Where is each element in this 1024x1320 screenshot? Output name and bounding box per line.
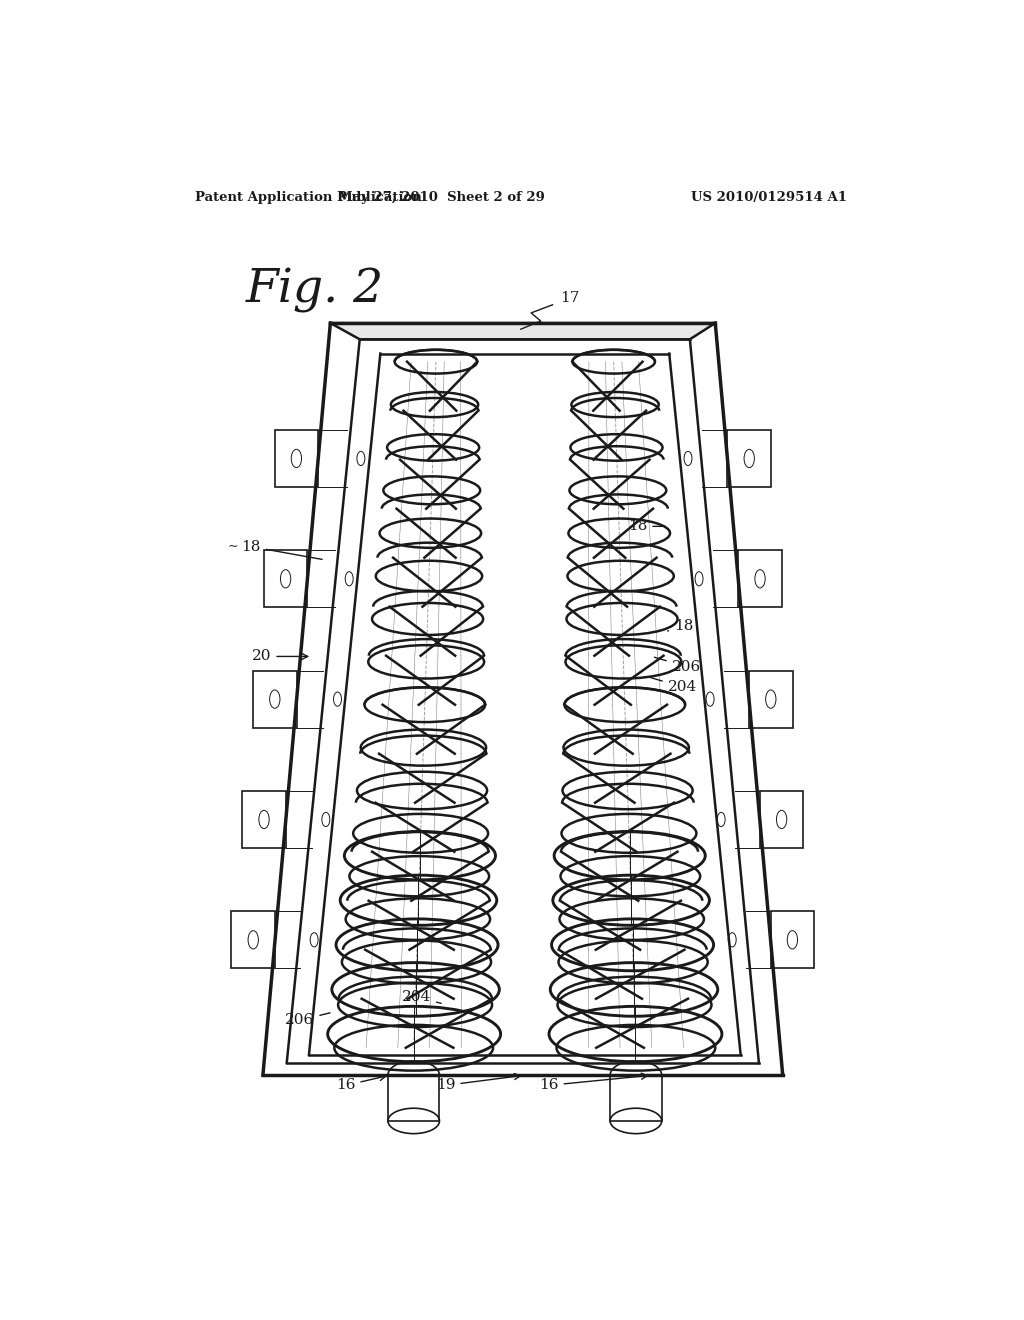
Text: 19: 19 <box>436 1073 520 1093</box>
Text: 206: 206 <box>285 1012 330 1027</box>
Text: 20: 20 <box>252 649 308 664</box>
Text: 204: 204 <box>650 677 697 694</box>
Text: US 2010/0129514 A1: US 2010/0129514 A1 <box>691 191 848 203</box>
Polygon shape <box>749 671 793 727</box>
Polygon shape <box>727 430 771 487</box>
Text: 17: 17 <box>560 290 580 305</box>
Polygon shape <box>388 1076 439 1121</box>
Polygon shape <box>738 550 782 607</box>
Text: 18: 18 <box>242 540 323 560</box>
Polygon shape <box>231 911 275 969</box>
Polygon shape <box>760 791 804 847</box>
Text: 16: 16 <box>336 1074 386 1093</box>
Text: 204: 204 <box>401 990 441 1005</box>
Text: ~: ~ <box>228 540 239 553</box>
Text: 18: 18 <box>668 619 693 634</box>
Polygon shape <box>771 911 814 969</box>
Text: May 27, 2010  Sheet 2 of 29: May 27, 2010 Sheet 2 of 29 <box>338 191 545 203</box>
Polygon shape <box>243 791 286 847</box>
Polygon shape <box>610 1076 662 1121</box>
Polygon shape <box>331 323 715 339</box>
Text: 16: 16 <box>539 1073 647 1093</box>
Text: Patent Application Publication: Patent Application Publication <box>196 191 422 203</box>
Polygon shape <box>253 671 297 727</box>
Text: Fig. 2: Fig. 2 <box>246 268 384 313</box>
Text: 18: 18 <box>628 519 665 533</box>
Text: 206: 206 <box>654 657 700 673</box>
Polygon shape <box>264 550 307 607</box>
Polygon shape <box>274 430 318 487</box>
